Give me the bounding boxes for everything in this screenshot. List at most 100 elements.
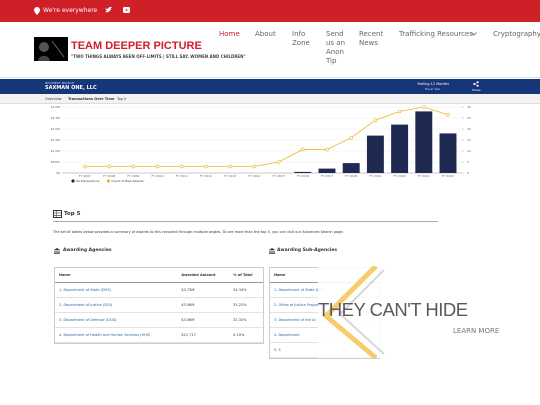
header: TEAM DEEPER PICTURE "TWO THINGS ALWAYS B… xyxy=(0,22,540,78)
nav-link[interactable]: Recent News xyxy=(359,30,384,47)
nav-link[interactable]: Trafficking Resources xyxy=(399,30,473,38)
column-header: Awarded Amount xyxy=(177,268,230,283)
profile-bar: RECIPIENT PROFILE SAXMAN ONE, LLC Traili… xyxy=(0,79,540,94)
y-tick-label: $1.0M xyxy=(51,149,61,153)
top-bar: We're everywhere xyxy=(0,0,540,22)
period-select[interactable]: Trailing 12 Months xyxy=(417,82,450,86)
table-row: 1. Department of State (DOS) $3.73M 34.34% xyxy=(55,282,263,298)
y2-tick-label: 20 xyxy=(467,127,471,131)
legend-swatch xyxy=(106,179,111,183)
y-tick-label: $2.0M xyxy=(51,127,61,131)
tab[interactable]: Transactions Over Time xyxy=(68,97,115,101)
point xyxy=(276,160,281,164)
bar xyxy=(294,171,312,173)
youtube-icon[interactable] xyxy=(123,7,130,13)
point xyxy=(155,164,160,169)
ad-headline: THEY CAN'T HIDE xyxy=(318,299,468,320)
location-text: We're everywhere xyxy=(43,7,98,14)
tab[interactable]: Overview xyxy=(45,97,62,101)
legend-swatch xyxy=(71,179,75,183)
column-header: % of Total xyxy=(229,268,263,283)
agencies-table: Name Awarded Amount% of Total 1. Departmen… xyxy=(54,267,264,344)
table-row: 3. Department of Defense (DOD) $3.56M 32.3… xyxy=(55,312,263,328)
x-tick-label: FY 2013 xyxy=(224,174,236,178)
point xyxy=(131,164,136,169)
x-tick-label: FY 2019 xyxy=(369,174,381,178)
nav-link[interactable]: Cryptography xyxy=(493,30,540,38)
legend-label: Count of New Awards xyxy=(111,179,144,183)
point xyxy=(397,109,402,114)
line xyxy=(85,106,449,167)
bar xyxy=(318,168,336,173)
profile-name: SAXMAN ONE, LLC xyxy=(45,85,97,91)
x-tick-label: FY 2018 xyxy=(345,174,357,178)
twitter-icon[interactable] xyxy=(105,7,112,13)
table: Name Awarded Amount% of Total 1. Departmen… xyxy=(55,268,263,343)
ad-cta[interactable]: LEARN MORE xyxy=(453,327,500,335)
y-tick-label: $0 xyxy=(56,171,60,175)
y-tick-label: $500k xyxy=(51,160,61,164)
header-row: Name Awarded Amount% of Total xyxy=(55,268,263,283)
table-cell: 33.22% xyxy=(229,297,263,313)
bar xyxy=(439,133,457,173)
x-tick-label: FY 2007 xyxy=(79,174,91,178)
y2-tick-label: 30 xyxy=(467,105,471,109)
ad-overlay[interactable]: THEY CAN'T HIDE LEARN MORE xyxy=(318,266,540,358)
chart: $0 $500k $1.0M $1.5M $2.0M $2.5M $3.0M 0 5 10 15 20… xyxy=(51,105,471,183)
point xyxy=(373,118,378,123)
table-cell: 0.19% xyxy=(229,327,263,343)
table-cell: 4. Department of Health and Human Servic… xyxy=(55,327,178,343)
bar xyxy=(366,135,384,173)
point xyxy=(300,147,305,152)
point xyxy=(252,164,257,169)
x-tick-label: FY 2022 xyxy=(442,174,454,178)
section-description: The set of tables below provides a summa… xyxy=(53,230,344,234)
table-cell: 2. Department of Justice (DOJ) xyxy=(55,297,178,313)
table-row: 2. Department of Justice (DOJ) $3.56M 33.2… xyxy=(55,297,263,313)
profile-label: RECIPIENT PROFILE xyxy=(45,81,75,85)
logo[interactable] xyxy=(34,37,68,61)
share-label[interactable]: Share xyxy=(472,88,481,92)
y2-tick-label: 5 xyxy=(467,160,469,164)
point xyxy=(204,164,208,169)
site-tagline: "TWO THINGS ALWAYS BEEN OFF-LIMITS | STI… xyxy=(71,54,246,59)
bar xyxy=(391,124,409,173)
table-cell: 1. Department of State (DOS) xyxy=(55,282,178,298)
tabs: Overview Transactions Over Time Top 5 xyxy=(0,94,540,104)
tab[interactable]: Top 5 xyxy=(117,97,127,101)
x-tick-label: FY 2008 xyxy=(103,174,115,178)
nav-link[interactable]: Send us an Anon Tip xyxy=(326,30,346,65)
column-header: Name xyxy=(55,268,178,283)
x-tick-label: FY 2011 xyxy=(176,174,188,178)
y-tick-label: $3.0M xyxy=(51,105,61,109)
nav-link[interactable]: Home xyxy=(219,30,240,38)
x-tick-label: FY 2014 xyxy=(248,174,260,178)
y-tick-label: $1.5M xyxy=(51,138,61,142)
share-icon[interactable] xyxy=(473,81,479,87)
nav-link[interactable]: About xyxy=(255,30,276,38)
x-tick-label: FY 2010 xyxy=(152,174,164,178)
y2-tick-label: 10 xyxy=(467,149,471,153)
site-title[interactable]: TEAM DEEPER PICTURE xyxy=(71,40,202,52)
bar xyxy=(342,163,360,173)
legend-label: All Transactions xyxy=(76,179,100,183)
x-tick-label: FY 2015 xyxy=(273,174,285,178)
y2-tick-label: 25 xyxy=(467,116,471,120)
nav-link[interactable]: Info Zone xyxy=(292,30,310,47)
y2-tick-label: 15 xyxy=(467,138,471,142)
point xyxy=(228,164,232,169)
table-cell: $21,717 xyxy=(177,327,230,343)
table-cell: $3.73M xyxy=(177,282,230,298)
table-cell: 3. Department of Defense (DOD) xyxy=(55,312,178,328)
period-sub: Fiscal Year xyxy=(425,87,441,91)
point xyxy=(446,112,450,117)
point xyxy=(180,164,184,169)
ad-graphic xyxy=(322,266,385,358)
divider xyxy=(53,221,438,222)
x-tick-label: FY 2009 xyxy=(127,174,139,178)
x-tick-label: FY 2021 xyxy=(418,174,430,178)
location-icon xyxy=(34,7,40,15)
x-tick-label: FY 2020 xyxy=(394,174,406,178)
